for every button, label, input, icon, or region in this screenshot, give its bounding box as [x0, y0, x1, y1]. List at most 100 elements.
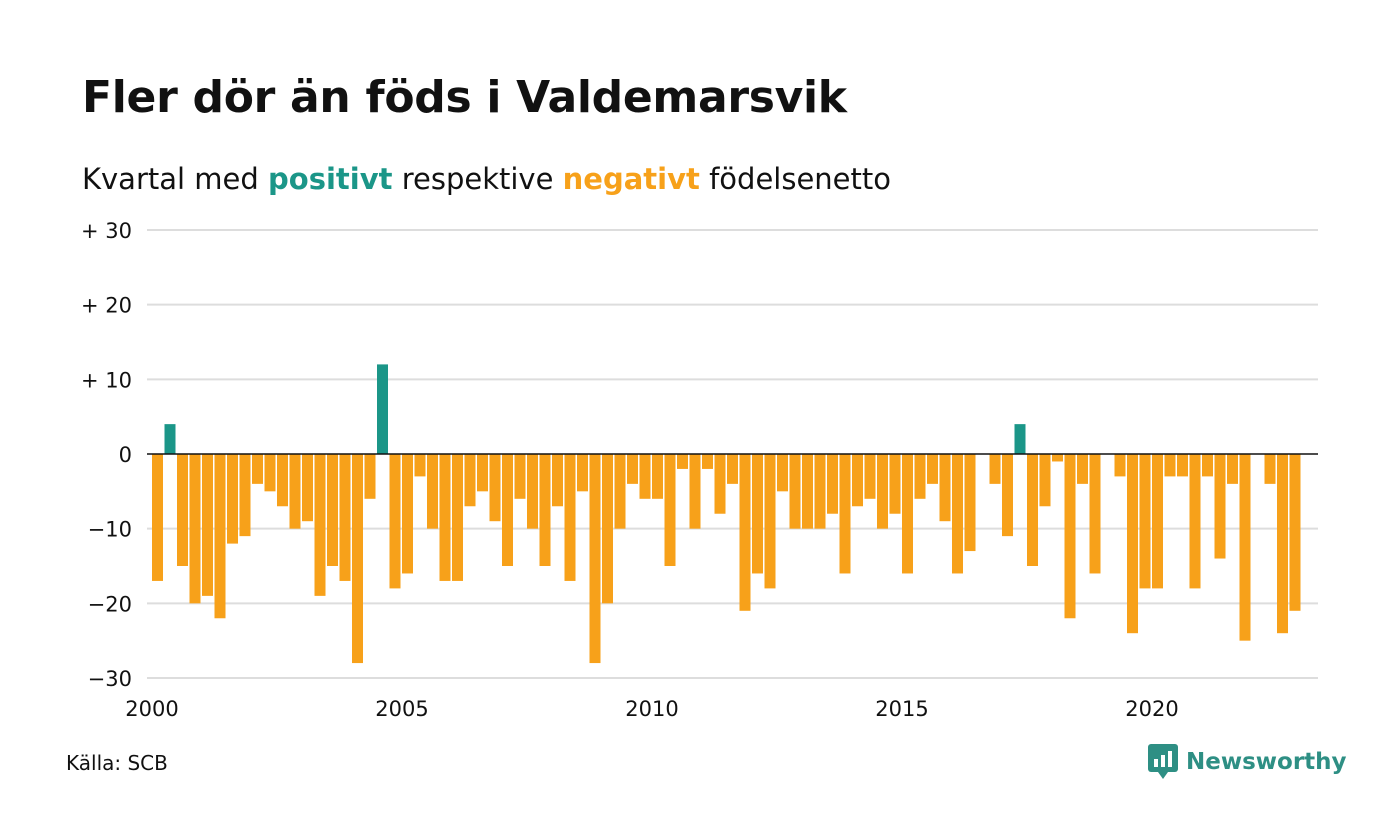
- y-tick-label: −30: [88, 667, 132, 691]
- x-tick-label: 2020: [1125, 697, 1178, 721]
- x-tick-label: 2005: [375, 697, 428, 721]
- bar-negative: [1077, 454, 1088, 484]
- bar-negative: [327, 454, 338, 566]
- brand-logo[interactable]: Newsworthy: [1148, 744, 1347, 780]
- bar-negative: [764, 454, 776, 589]
- bar-negative: [414, 454, 426, 477]
- bar-negative: [577, 454, 588, 492]
- bar-negative: [514, 454, 526, 499]
- bar-negative: [989, 454, 1001, 484]
- bar-negative: [702, 454, 713, 469]
- bar-positive: [164, 424, 176, 454]
- bar-negative: [689, 454, 701, 529]
- bar-negative: [739, 454, 751, 611]
- bar-negative: [902, 454, 913, 574]
- bar-negative: [227, 454, 238, 544]
- bar-negative: [814, 454, 826, 529]
- y-tick-label: + 10: [81, 368, 132, 392]
- y-tick-label: −10: [88, 518, 132, 542]
- bar-positive: [1014, 424, 1026, 454]
- x-tick-label: 2000: [125, 697, 178, 721]
- y-tick-label: + 30: [81, 219, 132, 243]
- chart-subtitle: Kvartal med positivt respektive negativt…: [82, 162, 891, 196]
- bar-negative: [889, 454, 901, 514]
- bar-negative: [714, 454, 726, 514]
- bar-negative: [1027, 454, 1038, 566]
- bar-negative: [239, 454, 251, 537]
- bar-negative: [1289, 454, 1301, 611]
- subtitle-text-middle: respektive: [401, 162, 554, 196]
- bar-negative: [1189, 454, 1201, 589]
- bar-negative: [527, 454, 538, 529]
- bar-negative: [1064, 454, 1076, 619]
- bar-negative: [964, 454, 976, 552]
- bar-negative: [502, 454, 513, 566]
- bar-negative: [252, 454, 263, 484]
- bar-negative: [289, 454, 301, 529]
- bar-negative: [727, 454, 738, 484]
- bar-negative: [339, 454, 351, 581]
- bar-negative: [177, 454, 188, 566]
- bar-negative: [1164, 454, 1176, 477]
- bar-negative: [477, 454, 488, 492]
- bar-negative: [1114, 454, 1126, 477]
- bar-negative: [564, 454, 576, 581]
- bar-negative: [277, 454, 288, 507]
- bar-negative: [1127, 454, 1138, 634]
- bar-negative: [752, 454, 763, 574]
- bar-negative: [852, 454, 863, 507]
- x-tick-label: 2010: [625, 697, 678, 721]
- bar-negative: [1002, 454, 1013, 537]
- bar-negative: [1277, 454, 1288, 634]
- bar-negative: [202, 454, 213, 596]
- bar-negative: [589, 454, 601, 664]
- bar-negative: [877, 454, 888, 529]
- bar-negative: [1139, 454, 1151, 589]
- bar-negative: [464, 454, 476, 507]
- bar-negative: [389, 454, 401, 589]
- bar-negative: [839, 454, 851, 574]
- bar-negative: [639, 454, 651, 499]
- bar-negative: [402, 454, 413, 574]
- bar-negative: [189, 454, 201, 604]
- bar-negative: [1264, 454, 1276, 484]
- bar-negative: [677, 454, 688, 469]
- bar-negative: [439, 454, 451, 581]
- bar-negative: [652, 454, 663, 499]
- bar-negative: [1239, 454, 1251, 641]
- subtitle-text-start: Kvartal med: [82, 162, 259, 196]
- bar-negative: [489, 454, 501, 522]
- subtitle-negative-label: negativt: [562, 162, 700, 196]
- bar-negative: [602, 454, 613, 604]
- bar-negative: [627, 454, 638, 484]
- bar-negative: [927, 454, 938, 484]
- bar-negative: [539, 454, 551, 566]
- bar-negative: [827, 454, 838, 514]
- bar-negative: [1227, 454, 1238, 484]
- chart-title: Fler dör än föds i Valdemarsvik: [82, 72, 847, 123]
- bar-negative: [614, 454, 626, 529]
- bar-negative: [364, 454, 376, 499]
- subtitle-positive-label: positivt: [268, 162, 393, 196]
- bar-negative: [427, 454, 438, 529]
- bar-negative: [152, 454, 163, 581]
- source-note: Källa: SCB: [66, 751, 168, 775]
- bar-negative: [552, 454, 563, 507]
- y-tick-label: 0: [119, 443, 132, 467]
- bar-negative: [214, 454, 226, 619]
- bar-negative: [1089, 454, 1101, 574]
- bar-negative: [952, 454, 963, 574]
- bar-negative: [1039, 454, 1051, 507]
- bar-negative: [314, 454, 326, 596]
- bar-negative: [452, 454, 463, 581]
- bar-negative: [1052, 454, 1063, 462]
- bar-negative: [1202, 454, 1213, 477]
- bar-negative: [664, 454, 676, 566]
- bar-negative: [1152, 454, 1163, 589]
- bar-negative: [1177, 454, 1188, 477]
- newsworthy-logo-icon: [1148, 744, 1178, 779]
- y-tick-label: + 20: [81, 294, 132, 318]
- bar-negative: [914, 454, 926, 499]
- bar-positive: [377, 364, 388, 454]
